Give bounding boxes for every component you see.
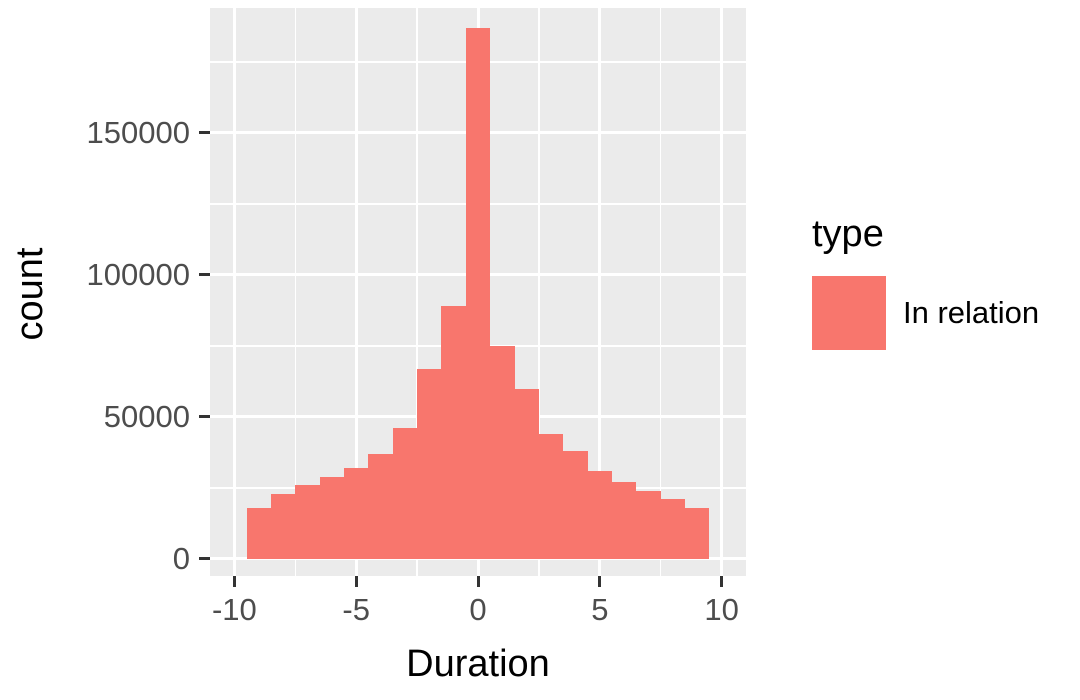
- legend-key-swatch: [812, 276, 886, 350]
- histogram-bar: [514, 388, 539, 559]
- x-minor-gridline: [659, 8, 662, 576]
- y-axis-title: count: [9, 247, 51, 341]
- x-major-gridline: [354, 8, 358, 576]
- x-tick-label: -5: [342, 592, 370, 627]
- x-axis-title: Duration: [406, 643, 550, 685]
- x-major-gridline: [598, 8, 602, 576]
- y-tick-mark: [199, 273, 210, 277]
- histogram-bar: [685, 507, 710, 559]
- histogram-bar: [490, 345, 515, 559]
- x-minor-gridline: [538, 8, 540, 576]
- histogram-bar: [295, 485, 320, 559]
- histogram-bar: [246, 507, 271, 559]
- x-tick-mark: [720, 576, 724, 587]
- histogram-bar: [636, 490, 661, 559]
- x-tick-mark: [598, 576, 602, 587]
- histogram-bar: [563, 451, 588, 559]
- y-tick-label: 150000: [86, 114, 190, 150]
- histogram-bar: [612, 482, 637, 559]
- y-tick-mark: [199, 131, 210, 135]
- x-tick-label: 5: [591, 592, 609, 627]
- legend-label: In relation: [903, 295, 1040, 330]
- x-tick-label: 10: [704, 592, 739, 627]
- x-tick-mark: [232, 576, 236, 587]
- histogram-bar: [319, 476, 344, 559]
- histogram-bar: [660, 499, 686, 559]
- histogram-bar: [441, 306, 466, 559]
- x-tick-label: 0: [469, 592, 487, 627]
- histogram-bar: [587, 470, 612, 559]
- histogram-bar: [417, 368, 442, 559]
- histogram-bar: [270, 493, 296, 559]
- legend-entry: In relation: [812, 276, 1039, 350]
- x-tick-mark: [354, 576, 358, 587]
- x-major-gridline: [720, 8, 724, 576]
- legend: type In relation: [812, 212, 1039, 350]
- y-tick-mark: [199, 557, 210, 561]
- histogram-bar: [465, 27, 491, 559]
- x-minor-gridline: [294, 8, 297, 576]
- x-tick-mark: [476, 576, 480, 587]
- histogram-bar: [344, 468, 369, 559]
- x-tick-label: -10: [211, 592, 257, 627]
- legend-title: type: [812, 213, 884, 255]
- histogram-bar: [368, 453, 393, 559]
- x-minor-gridline: [416, 8, 418, 576]
- y-tick-label: 0: [172, 540, 190, 576]
- y-tick-mark: [199, 415, 210, 419]
- histogram-bar: [392, 428, 418, 559]
- plot-panel: [210, 8, 746, 576]
- histogram-bar: [538, 434, 564, 559]
- x-major-gridline: [232, 8, 236, 576]
- y-tick-label: 50000: [103, 398, 190, 434]
